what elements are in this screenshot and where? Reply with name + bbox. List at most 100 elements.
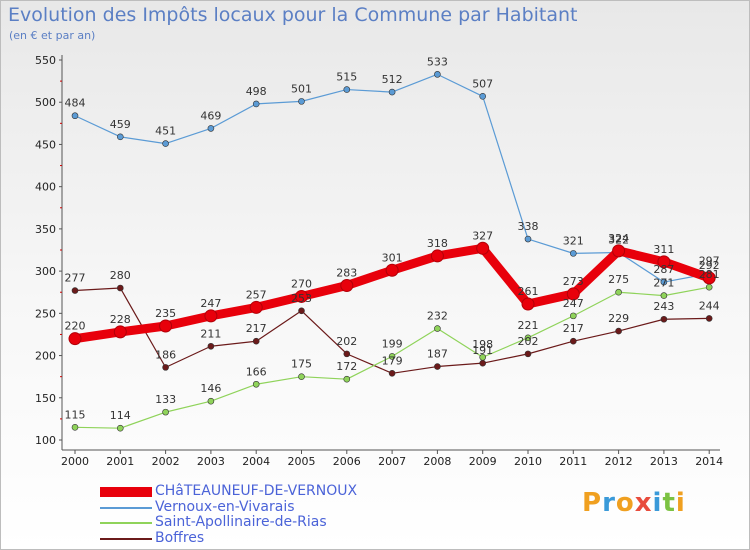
y-tick-label: 400 [35,181,56,194]
data-label: 187 [427,348,448,361]
data-point [660,315,668,323]
y-tick-label: 100 [35,434,56,447]
data-point [569,312,577,320]
proxiti-logo: Proxiti [582,488,686,518]
data-point [207,397,215,405]
x-tick-label: 2006 [333,455,361,468]
data-point [388,369,396,377]
data-point [479,359,487,367]
data-label: 501 [291,82,312,95]
x-tick-label: 2004 [242,455,270,468]
data-point [612,244,626,258]
x-tick-label: 2011 [559,455,587,468]
data-label: 247 [563,297,584,310]
data-point [566,287,580,301]
data-label: 133 [155,393,176,406]
y-tick-label: 550 [35,54,56,67]
data-label: 243 [653,300,674,313]
x-tick-label: 2001 [106,455,134,468]
data-point [71,424,79,431]
data-label: 232 [427,310,448,323]
data-label: 115 [65,408,86,421]
data-point [252,100,260,108]
data-label: 280 [110,269,131,282]
data-point [71,287,79,294]
data-point [252,380,260,388]
data-point [569,337,577,345]
data-point [434,363,441,370]
legend-label: CHâTEAUNEUF-DE-VERNOUX [155,483,358,499]
y-tick-label: 200 [35,350,56,363]
data-point [479,353,487,361]
data-point [615,327,622,335]
data-point [207,125,215,132]
data-label: 283 [336,266,357,279]
data-point [252,337,260,345]
data-label: 217 [246,322,267,335]
data-point [434,325,441,332]
x-tick-label: 2010 [514,455,542,468]
data-point [524,350,532,358]
data-point [476,241,490,255]
data-point [343,86,351,93]
data-label: 247 [200,297,221,310]
data-label: 253 [291,292,312,305]
x-tick-label: 2005 [288,455,316,468]
data-label: 321 [563,234,584,247]
data-point [521,297,535,311]
data-label: 311 [653,243,674,256]
x-tick-label: 2000 [61,455,89,468]
chart-title: Evolution des Impôts locaux pour la Comm… [8,4,578,26]
data-point [660,292,668,299]
data-label: 211 [200,327,221,340]
data-point [657,255,671,269]
legend-swatch [100,522,152,524]
data-point [249,300,263,314]
data-label: 244 [699,299,720,312]
data-label: 166 [246,365,267,378]
data-label: 327 [472,229,493,242]
data-label: 235 [155,307,176,320]
data-label: 451 [155,125,176,138]
data-point [479,93,487,100]
data-point [113,325,127,339]
data-label: 318 [427,237,448,250]
data-point [388,88,396,96]
data-label: 507 [472,77,493,90]
data-label: 469 [200,109,221,122]
data-label: 199 [382,337,403,350]
y-tick-label: 350 [35,223,56,236]
data-point [162,364,169,371]
data-point [117,424,124,432]
data-label: 459 [110,118,131,131]
x-tick-label: 2003 [197,455,225,468]
data-point [298,98,305,105]
data-point [343,375,351,383]
legend-label: Saint-Apollinaire-de-Rias [155,514,327,530]
x-tick-label: 2009 [469,455,497,468]
data-label: 322 [608,234,629,247]
legend-swatch [100,506,152,509]
data-point [340,278,354,292]
data-label: 261 [518,285,539,298]
data-point [298,373,305,380]
data-label: 281 [699,268,720,281]
data-label: 515 [336,71,357,84]
data-label: 228 [110,313,131,326]
data-label: 533 [427,55,448,68]
data-label: 498 [246,85,267,98]
data-label: 146 [200,382,221,395]
data-label: 217 [563,322,584,335]
data-label: 301 [382,251,403,264]
data-label: 198 [472,338,493,351]
data-label: 202 [518,335,539,348]
data-point [705,315,713,322]
legend-swatch [100,537,152,540]
legend-label: Vernoux-en-Vivarais [155,498,295,515]
data-label: 114 [110,409,131,422]
data-point [615,288,622,296]
data-label: 297 [699,255,720,268]
data-point [162,140,169,147]
y-tick-label: 300 [35,265,56,278]
